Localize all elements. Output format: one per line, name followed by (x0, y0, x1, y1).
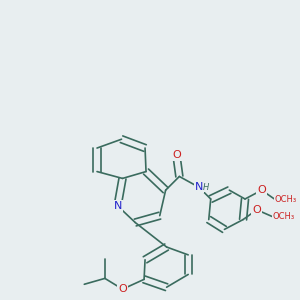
Text: O: O (257, 185, 266, 195)
Text: OCH₃: OCH₃ (272, 212, 295, 221)
Text: OCH₃: OCH₃ (274, 194, 296, 203)
Text: O: O (118, 284, 127, 294)
Text: O: O (172, 150, 181, 160)
Text: N: N (195, 182, 203, 192)
Text: H: H (203, 183, 209, 192)
Text: N: N (113, 201, 122, 211)
Text: O: O (252, 205, 261, 215)
